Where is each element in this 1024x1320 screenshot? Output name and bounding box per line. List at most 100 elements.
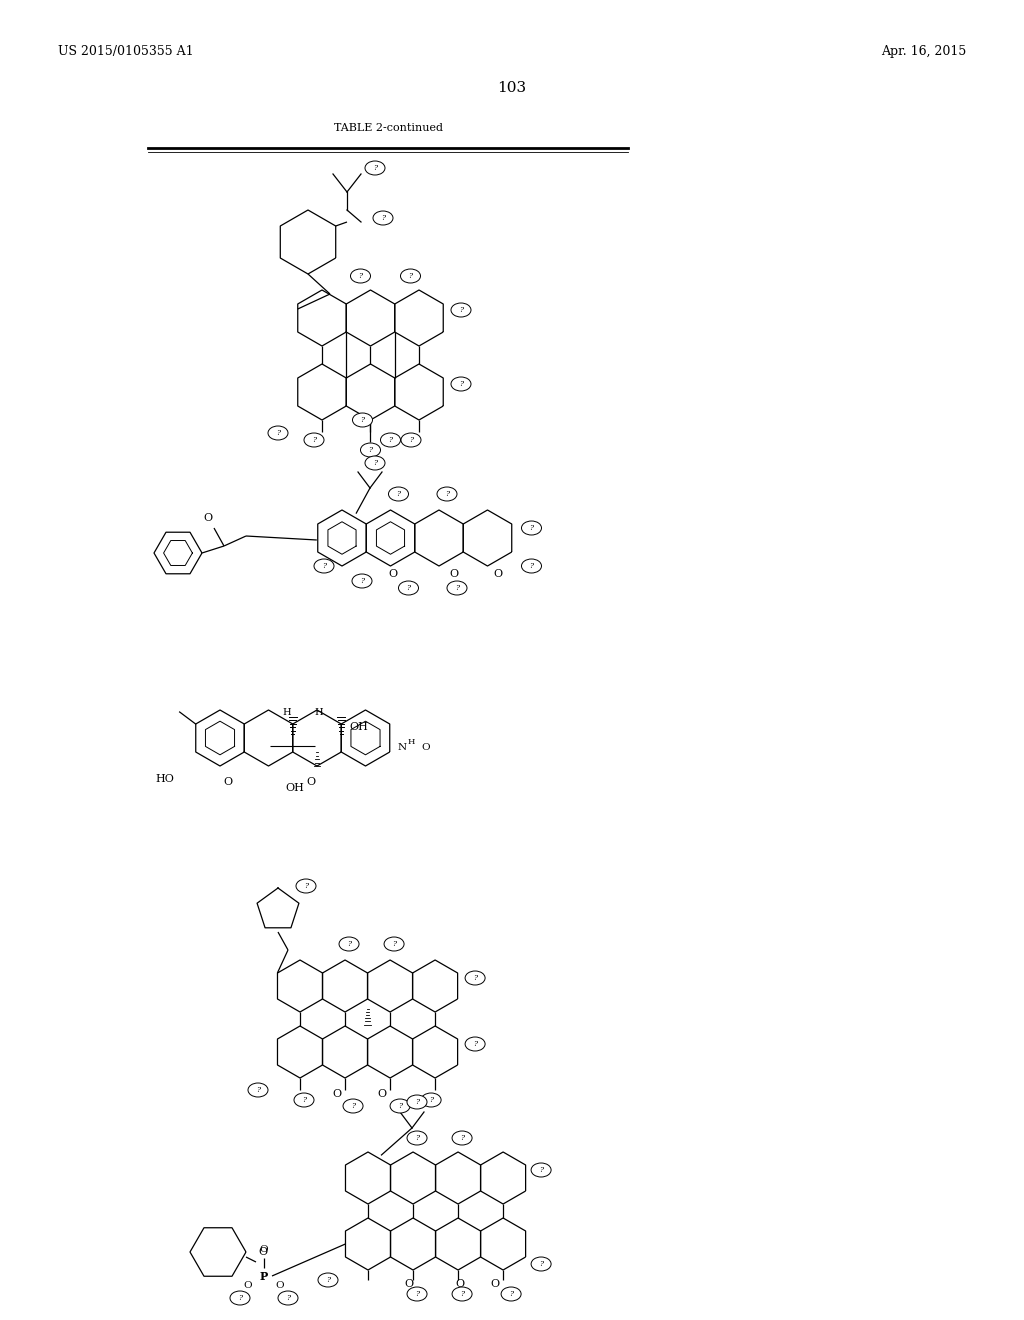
Text: ?: ? <box>275 429 280 437</box>
Text: O: O <box>223 777 232 787</box>
Ellipse shape <box>248 1082 268 1097</box>
Ellipse shape <box>318 1272 338 1287</box>
Ellipse shape <box>398 581 419 595</box>
Ellipse shape <box>352 574 372 587</box>
Text: 103: 103 <box>498 81 526 95</box>
Text: ?: ? <box>415 1134 419 1142</box>
Ellipse shape <box>365 455 385 470</box>
Text: ?: ? <box>455 583 459 591</box>
Ellipse shape <box>352 413 373 426</box>
Ellipse shape <box>521 521 542 535</box>
Text: ?: ? <box>256 1086 260 1094</box>
Text: ?: ? <box>529 562 534 570</box>
Text: ?: ? <box>360 416 365 424</box>
Ellipse shape <box>531 1163 551 1177</box>
Text: ?: ? <box>539 1166 543 1173</box>
Ellipse shape <box>343 1100 364 1113</box>
Text: ?: ? <box>322 562 326 570</box>
Text: ?: ? <box>373 164 377 172</box>
Text: ?: ? <box>358 272 362 280</box>
Text: ?: ? <box>473 974 477 982</box>
Text: ?: ? <box>238 1294 242 1302</box>
Ellipse shape <box>451 304 471 317</box>
Ellipse shape <box>390 1100 410 1113</box>
Text: Apr. 16, 2015: Apr. 16, 2015 <box>881 45 966 58</box>
Ellipse shape <box>465 972 485 985</box>
Text: H: H <box>408 738 415 746</box>
Text: O: O <box>244 1282 252 1291</box>
Text: O: O <box>378 1089 387 1100</box>
Text: ?: ? <box>286 1294 290 1302</box>
Ellipse shape <box>401 433 421 447</box>
Ellipse shape <box>531 1257 551 1271</box>
Text: O: O <box>388 569 397 579</box>
Text: O: O <box>490 1279 500 1290</box>
Text: ?: ? <box>415 1098 419 1106</box>
Text: ?: ? <box>460 1134 464 1142</box>
Text: ?: ? <box>312 436 316 444</box>
Ellipse shape <box>278 1291 298 1305</box>
Text: ?: ? <box>326 1276 330 1284</box>
Text: O: O <box>204 513 213 523</box>
Ellipse shape <box>421 1093 441 1107</box>
Text: OH: OH <box>286 783 304 793</box>
Text: ?: ? <box>407 583 411 591</box>
Ellipse shape <box>407 1096 427 1109</box>
Text: ?: ? <box>373 459 377 467</box>
Text: O: O <box>404 1279 414 1290</box>
Ellipse shape <box>501 1287 521 1302</box>
Text: ?: ? <box>459 306 463 314</box>
Ellipse shape <box>360 444 381 457</box>
Text: O: O <box>450 569 459 579</box>
Text: ?: ? <box>302 1096 306 1104</box>
Text: O: O <box>333 1089 342 1100</box>
Text: ?: ? <box>529 524 534 532</box>
Ellipse shape <box>451 378 471 391</box>
Text: ?: ? <box>445 490 450 498</box>
Text: O: O <box>260 1246 268 1254</box>
Ellipse shape <box>350 269 371 282</box>
Text: ?: ? <box>539 1261 543 1269</box>
Ellipse shape <box>381 433 400 447</box>
Text: H: H <box>283 708 291 717</box>
Text: O: O <box>275 1282 285 1291</box>
Text: ?: ? <box>409 436 413 444</box>
Ellipse shape <box>452 1131 472 1144</box>
Text: ?: ? <box>381 214 385 222</box>
Text: O: O <box>493 569 502 579</box>
Text: O: O <box>456 1279 465 1290</box>
Text: H: H <box>314 708 324 717</box>
Ellipse shape <box>365 161 385 176</box>
Ellipse shape <box>230 1291 250 1305</box>
Text: N: N <box>397 743 407 752</box>
Text: ?: ? <box>415 1290 419 1298</box>
Text: ?: ? <box>369 446 373 454</box>
Ellipse shape <box>339 937 359 950</box>
Text: ?: ? <box>360 577 365 585</box>
Ellipse shape <box>268 426 288 440</box>
Text: TABLE 2-continued: TABLE 2-continued <box>334 123 442 133</box>
Text: O: O <box>258 1247 267 1257</box>
Ellipse shape <box>304 433 324 447</box>
Ellipse shape <box>373 211 393 224</box>
Text: ?: ? <box>460 1290 464 1298</box>
Ellipse shape <box>465 1038 485 1051</box>
Text: OH: OH <box>349 722 368 731</box>
Text: O: O <box>306 777 315 787</box>
Text: P: P <box>260 1270 268 1282</box>
Text: ?: ? <box>398 1102 402 1110</box>
Text: ?: ? <box>396 490 400 498</box>
Ellipse shape <box>407 1131 427 1144</box>
Ellipse shape <box>400 269 421 282</box>
Text: ?: ? <box>429 1096 433 1104</box>
Ellipse shape <box>294 1093 314 1107</box>
Ellipse shape <box>437 487 457 502</box>
Ellipse shape <box>388 487 409 502</box>
Ellipse shape <box>384 937 404 950</box>
Text: O: O <box>422 743 430 752</box>
Ellipse shape <box>521 558 542 573</box>
Text: ?: ? <box>392 940 396 948</box>
Ellipse shape <box>452 1287 472 1302</box>
Text: US 2015/0105355 A1: US 2015/0105355 A1 <box>58 45 194 58</box>
Text: ?: ? <box>509 1290 513 1298</box>
